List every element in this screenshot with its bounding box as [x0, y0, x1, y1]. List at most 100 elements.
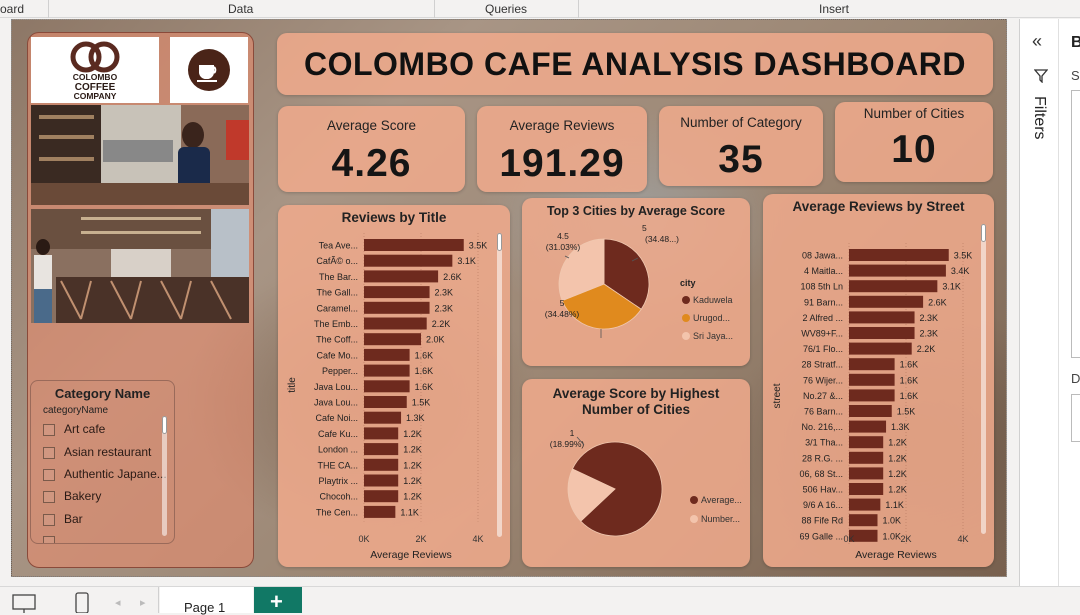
slicer-checkbox[interactable]	[43, 491, 55, 503]
slicer-checkbox[interactable]	[43, 469, 55, 481]
bar	[849, 420, 887, 433]
pane-letter: S	[1071, 68, 1080, 83]
bar	[849, 249, 949, 261]
tab-queries[interactable]: Queries	[485, 2, 528, 16]
bar	[364, 505, 396, 518]
kpi-label: Number of Category	[680, 115, 802, 130]
category-label: No.27 &...	[803, 391, 843, 401]
bar	[849, 405, 892, 417]
logo-box: COLOMBO COFFEE COMPANY	[31, 37, 159, 103]
page-title: COLOMBO CAFE ANALYSIS DASHBOARD	[303, 46, 967, 82]
bar	[849, 373, 895, 386]
data-label: 1.6K	[900, 360, 919, 370]
pane-letter: B	[1071, 34, 1080, 51]
x-axis-label: Average Reviews	[855, 549, 937, 561]
category-label: The Gall...	[316, 288, 358, 298]
average-score-by-highest-chart: Average Score by Highest Number of Citie…	[522, 379, 750, 567]
prev-page-icon[interactable]: ◂	[115, 597, 121, 609]
bar	[364, 239, 464, 251]
data-label: 2.3K	[435, 288, 454, 298]
desktop-view-icon[interactable]	[12, 594, 38, 613]
chart-scrollbar[interactable]	[497, 233, 502, 537]
slicer-checkbox[interactable]	[43, 447, 55, 459]
bar	[849, 467, 884, 480]
data-label: 2.6K	[928, 297, 947, 307]
tick-label: 0K	[358, 534, 369, 544]
bar	[849, 498, 881, 511]
legend-label: Number...	[701, 514, 740, 524]
slicer-item[interactable]: Bakery	[64, 489, 102, 503]
category-label: 28 R.G. ...	[802, 453, 843, 463]
kpi-average-score: Average Score 4.26	[278, 106, 465, 192]
collapse-icon[interactable]: «	[1032, 31, 1043, 51]
tick-label: 4K	[957, 534, 968, 544]
data-label: 2.0K	[426, 335, 445, 345]
tab-insert[interactable]: Insert	[819, 2, 850, 16]
legend-marker	[682, 332, 690, 340]
slicer-item[interactable]: Art cafe	[64, 422, 106, 436]
bar	[364, 380, 410, 393]
slicer-checkbox[interactable]	[43, 514, 55, 526]
kpi-number-of-cities: Number of Cities 10	[835, 102, 993, 182]
filter-icon	[1034, 69, 1048, 83]
chart-title: Average Reviews by Street	[792, 199, 965, 214]
category-label: 28 Stratf...	[801, 360, 843, 370]
data-label: 1.3K	[406, 413, 425, 423]
kpi-value: 191.29	[499, 142, 625, 185]
title-banner: COLOMBO CAFE ANALYSIS DASHBOARD	[277, 33, 993, 95]
kpi-label: Average Reviews	[509, 118, 615, 133]
data-label: 1.6K	[415, 366, 434, 376]
slicer-field-label: categoryName	[43, 405, 109, 416]
category-label: 506 Hav...	[803, 485, 843, 495]
data-label: 1.5K	[412, 398, 431, 408]
slicer-item[interactable]: Authentic Japane...	[64, 467, 167, 481]
reviews-by-title-chart: Reviews by Title Tea Ave... 3.5K CafÃ© o..…	[278, 205, 510, 567]
data-label: 1.6K	[415, 382, 434, 392]
bar	[849, 327, 915, 339]
category-label: Chocoh...	[319, 492, 358, 502]
data-label-value: 5	[642, 223, 647, 233]
category-label: London ...	[318, 445, 358, 455]
data-label: 3.5K	[954, 251, 973, 261]
bar	[849, 436, 884, 449]
category-label: 69 Galle ...	[799, 531, 843, 541]
chart-scrollbar[interactable]	[981, 224, 986, 534]
bar	[364, 411, 402, 424]
category-label: 76/1 Flo...	[803, 344, 843, 354]
pane-box[interactable]	[1071, 90, 1080, 358]
category-label: No. 216,...	[801, 422, 843, 432]
next-page-icon[interactable]: ▸	[140, 597, 146, 609]
leader-line	[631, 257, 639, 262]
category-label: The Bar...	[319, 272, 358, 282]
colombo-coffee-logo: COLOMBO COFFEE COMPANY	[70, 41, 120, 101]
bar	[364, 427, 399, 440]
data-label-value: 1	[570, 428, 575, 438]
slicer-scrollbar[interactable]	[162, 416, 167, 536]
filters-label[interactable]: Filters	[1031, 96, 1048, 140]
tab-page-1[interactable]: Page 1	[160, 587, 253, 615]
data-label: 1.2K	[403, 492, 422, 502]
bar	[849, 295, 924, 308]
slicer-item[interactable]: Asian restaurant	[64, 445, 152, 459]
data-label: 1.2K	[403, 460, 422, 470]
slicer-item[interactable]: Bar	[64, 512, 83, 526]
category-label: 91 Barn...	[804, 297, 843, 307]
data-label: 1.0K	[883, 531, 902, 541]
slicer-checkbox[interactable]	[43, 424, 55, 436]
slicer-checkbox[interactable]	[43, 536, 55, 543]
data-label: 1.6K	[900, 391, 919, 401]
category-label: Cafe Mo...	[316, 350, 358, 360]
data-label: 1.6K	[415, 350, 434, 360]
tab-data[interactable]: Data	[228, 2, 254, 16]
cafe-counter-photo	[31, 209, 249, 323]
mobile-view-icon[interactable]	[74, 592, 90, 613]
bar	[849, 311, 915, 324]
add-page-button[interactable]: +	[254, 587, 302, 613]
category-label: Tea Ave...	[319, 241, 358, 251]
pie-slice	[561, 283, 642, 330]
bar	[364, 458, 399, 471]
tab-dashboard[interactable]: oard	[0, 2, 25, 16]
reviews-by-street-bars: 08 Jawa... 3.5K 4 Maitla... 3.4K 108 5th Ln 3…	[772, 243, 973, 561]
pane-box[interactable]	[1071, 394, 1080, 442]
x-axis-label: Average Reviews	[370, 549, 452, 561]
